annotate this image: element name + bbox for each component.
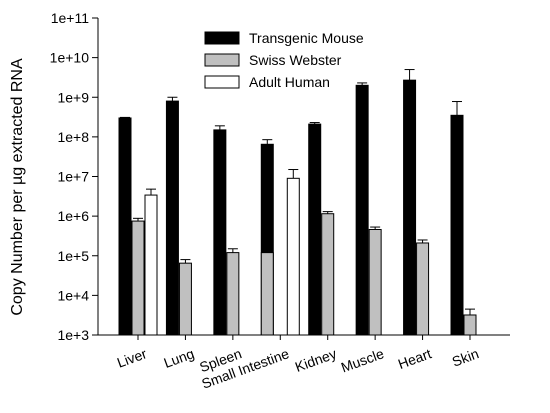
bar-extra-swiss-webster [260, 252, 274, 336]
y-tick-label: 1e+6 [57, 208, 89, 224]
legend-label: Adult Human [249, 74, 330, 90]
legend-swatch [204, 53, 240, 67]
y-tick-label: 1e+9 [57, 89, 89, 105]
bar-swiss-webster [131, 220, 145, 336]
bar-transgenic-mouse [450, 114, 464, 336]
legend-swatch [204, 31, 240, 45]
legend-swatch [204, 75, 240, 89]
y-axis-title: Copy Number per µg extracted RNA [9, 58, 26, 316]
x-category-label: Liver [115, 345, 149, 371]
bar-transgenic-mouse [308, 123, 322, 336]
bar-adult-human [144, 194, 158, 336]
legend-label: Swiss Webster [249, 52, 342, 68]
y-tick-label: 1e+11 [51, 10, 89, 26]
bar-swiss-webster [178, 262, 192, 336]
legend-label: Transgenic Mouse [249, 30, 364, 46]
bar-swiss-webster [226, 252, 240, 336]
bar-swiss-webster [463, 314, 477, 336]
bar-adult-human [286, 177, 300, 336]
bar-transgenic-mouse [165, 100, 179, 336]
bar-swiss-webster [368, 228, 382, 336]
bar-transgenic-mouse [403, 79, 417, 336]
bar-swiss-webster [321, 213, 335, 336]
bar-transgenic-mouse [355, 84, 369, 336]
x-category-label: Skin [450, 345, 481, 369]
y-tick-label: 1e+4 [57, 287, 89, 303]
y-tick-label: 1e+3 [57, 327, 89, 343]
y-tick-label: 1e+7 [57, 169, 89, 185]
y-tick-label: 1e+10 [50, 50, 90, 66]
bar-transgenic-mouse [213, 129, 227, 336]
y-tick-label: 1e+8 [57, 129, 89, 145]
x-category-label: Muscle [339, 345, 386, 375]
bar-swiss-webster [416, 242, 430, 336]
bar-transgenic-mouse [118, 117, 132, 336]
x-category-label: Lung [162, 345, 197, 371]
x-category-label: Kidney [293, 345, 339, 375]
y-tick-label: 1e+5 [57, 248, 89, 264]
x-category-label: Heart [396, 345, 434, 372]
